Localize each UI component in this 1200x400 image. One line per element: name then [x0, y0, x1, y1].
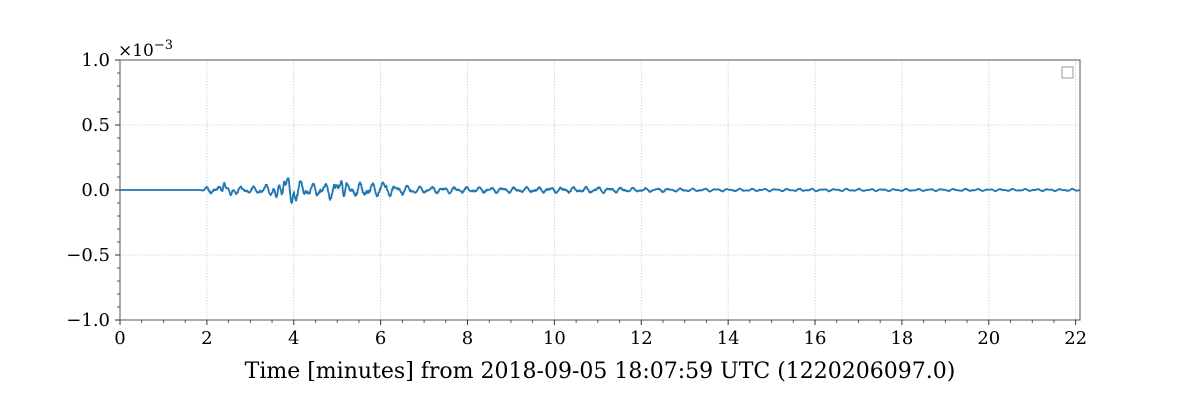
x-tick-label: 16 [804, 328, 827, 349]
y-tick-label: −1.0 [66, 310, 110, 331]
y-tick-label: −0.5 [66, 245, 110, 266]
series-line [119, 177, 1081, 205]
x-tick-label: 18 [890, 328, 913, 349]
x-tick-label: 2 [201, 328, 212, 349]
y-tick-label: 0.0 [81, 180, 110, 201]
x-tick-label: 22 [1064, 328, 1087, 349]
ticks: 0 2 4 6 8 10 12 14 16 18 20 22 −1.0 −0.5 0.0 0.5 1.0 [66, 50, 1087, 349]
x-axis-label: Time [minutes] from 2018-09-05 18:07:59 … [245, 359, 956, 384]
x-tick-label: 14 [717, 328, 740, 349]
y-tick-label: 1.0 [81, 50, 110, 71]
x-tick-label: 6 [375, 328, 386, 349]
x-tick-label: 20 [977, 328, 1000, 349]
x-tick-label: 4 [288, 328, 299, 349]
legend-box [1061, 66, 1074, 79]
x-tick-label: 0 [114, 328, 125, 349]
x-tick-label: 10 [543, 328, 566, 349]
y-tick-label: 0.5 [81, 115, 110, 136]
x-tick-label: 12 [630, 328, 653, 349]
plot-area [119, 177, 1081, 205]
y-axis-offset-label: ×10−3 [118, 38, 173, 61]
x-tick-label: 8 [462, 328, 473, 349]
